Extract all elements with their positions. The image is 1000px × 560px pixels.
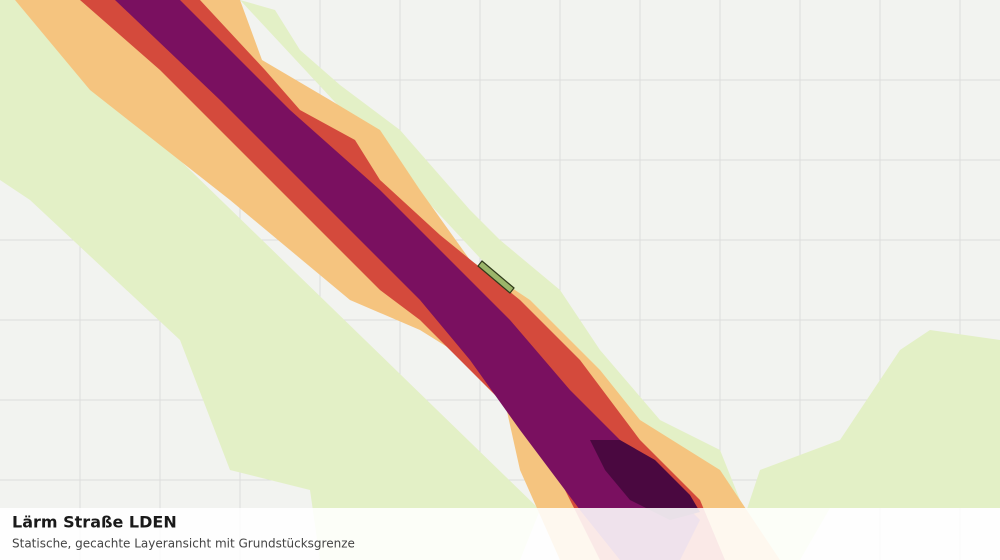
layer-title: Lärm Straße LDEN xyxy=(12,513,177,532)
noise-zone-extreme xyxy=(590,440,700,520)
noise-zone-low xyxy=(730,330,1000,560)
noise-zone-low xyxy=(0,0,540,560)
parcel-boundary[interactable] xyxy=(477,260,515,294)
info-panel xyxy=(0,508,1000,560)
layer-subtitle: Statische, gecachte Layeransicht mit Gru… xyxy=(12,537,355,551)
noise-zone-very-high xyxy=(115,0,700,560)
